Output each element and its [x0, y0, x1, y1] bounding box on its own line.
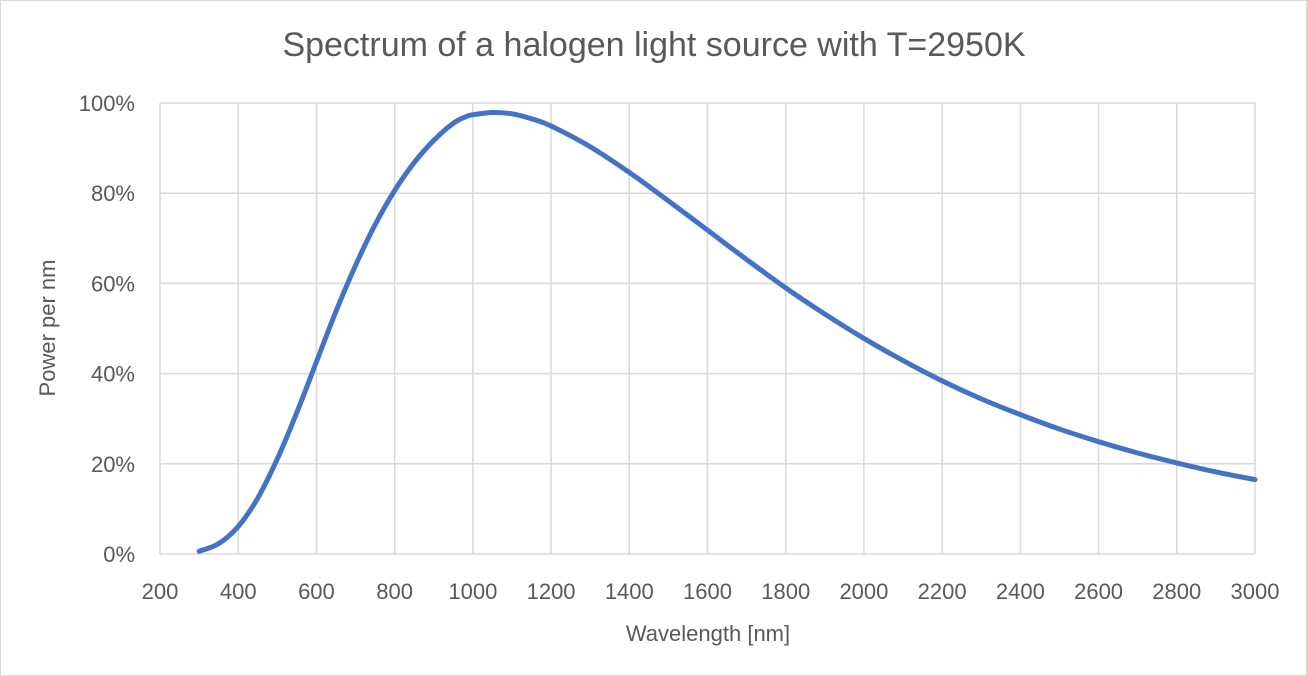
x-tick-label: 1600 — [683, 579, 732, 604]
series-line — [196, 109, 1258, 554]
x-tick-label: 2000 — [839, 579, 888, 604]
x-tick-label: 200 — [142, 579, 179, 604]
series-layer — [196, 109, 1258, 554]
x-tick-label: 2400 — [996, 579, 1045, 604]
y-tick-label: 80% — [91, 181, 135, 206]
x-tick-label: 400 — [220, 579, 257, 604]
y-tick-label: 100% — [79, 91, 135, 116]
gridlines — [159, 102, 1256, 555]
y-tick-label: 20% — [91, 452, 135, 477]
x-tick-label: 800 — [376, 579, 413, 604]
y-tick-label: 40% — [91, 362, 135, 387]
y-tick-label: 0% — [103, 542, 135, 567]
x-tick-label: 1200 — [527, 579, 576, 604]
x-tick-label: 1400 — [605, 579, 654, 604]
tick-labels: 0% 20% 40% 60% 80% 100% 200 400 600 800 1000 1200 14… — [79, 91, 1280, 604]
x-tick-label: 1800 — [761, 579, 810, 604]
x-tick-label: 3000 — [1231, 579, 1280, 604]
x-tick-label: 600 — [298, 579, 335, 604]
y-axis-title: Power per nm — [35, 260, 60, 397]
x-axis-title: Wavelength [nm] — [626, 621, 790, 646]
x-tick-label: 2200 — [918, 579, 967, 604]
x-tick-label: 2800 — [1152, 579, 1201, 604]
y-tick-label: 60% — [91, 271, 135, 296]
x-tick-label: 2600 — [1074, 579, 1123, 604]
chart-title: Spectrum of a halogen light source with … — [282, 26, 1025, 64]
x-tick-label: 1000 — [448, 579, 497, 604]
